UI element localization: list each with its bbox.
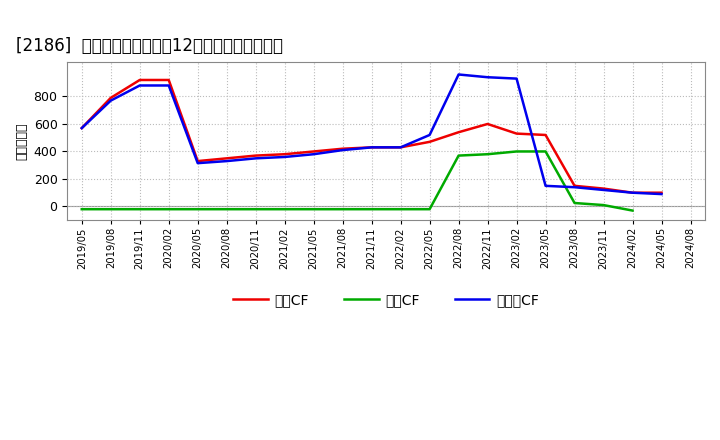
フリーCF bbox=[599, 187, 608, 193]
投資CF bbox=[454, 153, 463, 158]
フリーCF bbox=[135, 83, 144, 88]
Line: 投資CF: 投資CF bbox=[82, 151, 633, 211]
フリーCF bbox=[194, 161, 202, 166]
Y-axis label: （百万円）: （百万円） bbox=[15, 122, 28, 160]
営業CF bbox=[396, 145, 405, 150]
営業CF bbox=[426, 139, 434, 144]
投資CF bbox=[164, 206, 173, 212]
Legend: 営業CF, 投資CF, フリーCF: 営業CF, 投資CF, フリーCF bbox=[228, 287, 545, 312]
営業CF bbox=[599, 186, 608, 191]
営業CF bbox=[107, 95, 115, 100]
フリーCF bbox=[657, 191, 666, 197]
投資CF bbox=[194, 206, 202, 212]
投資CF bbox=[570, 200, 579, 205]
投資CF bbox=[338, 206, 347, 212]
フリーCF bbox=[338, 147, 347, 153]
フリーCF bbox=[483, 75, 492, 80]
投資CF bbox=[629, 208, 637, 213]
フリーCF bbox=[396, 145, 405, 150]
フリーCF bbox=[280, 154, 289, 160]
Text: [2186]  キャッシュフローの12か月移動合計の推移: [2186] キャッシュフローの12か月移動合計の推移 bbox=[17, 37, 283, 55]
フリーCF bbox=[107, 98, 115, 103]
フリーCF bbox=[541, 183, 550, 188]
投資CF bbox=[251, 206, 260, 212]
投資CF bbox=[107, 206, 115, 212]
投資CF bbox=[396, 206, 405, 212]
営業CF bbox=[657, 190, 666, 195]
フリーCF bbox=[512, 76, 521, 81]
営業CF bbox=[135, 77, 144, 83]
投資CF bbox=[310, 206, 318, 212]
投資CF bbox=[280, 206, 289, 212]
営業CF bbox=[78, 125, 86, 131]
営業CF bbox=[629, 190, 637, 195]
投資CF bbox=[512, 149, 521, 154]
営業CF bbox=[222, 156, 231, 161]
営業CF bbox=[280, 151, 289, 157]
営業CF bbox=[251, 153, 260, 158]
営業CF bbox=[310, 149, 318, 154]
投資CF bbox=[367, 206, 376, 212]
投資CF bbox=[541, 149, 550, 154]
投資CF bbox=[222, 206, 231, 212]
Line: 営業CF: 営業CF bbox=[82, 80, 662, 193]
フリーCF bbox=[454, 72, 463, 77]
投資CF bbox=[599, 202, 608, 208]
フリーCF bbox=[310, 151, 318, 157]
営業CF bbox=[164, 77, 173, 83]
フリーCF bbox=[629, 190, 637, 195]
フリーCF bbox=[570, 184, 579, 190]
投資CF bbox=[483, 151, 492, 157]
営業CF bbox=[454, 130, 463, 135]
Line: フリーCF: フリーCF bbox=[82, 74, 662, 194]
営業CF bbox=[541, 132, 550, 138]
フリーCF bbox=[222, 158, 231, 164]
営業CF bbox=[483, 121, 492, 127]
フリーCF bbox=[78, 125, 86, 131]
投資CF bbox=[426, 206, 434, 212]
フリーCF bbox=[251, 156, 260, 161]
営業CF bbox=[194, 158, 202, 164]
営業CF bbox=[512, 131, 521, 136]
フリーCF bbox=[164, 83, 173, 88]
投資CF bbox=[78, 206, 86, 212]
営業CF bbox=[367, 145, 376, 150]
営業CF bbox=[570, 183, 579, 188]
投資CF bbox=[135, 206, 144, 212]
営業CF bbox=[338, 146, 347, 151]
フリーCF bbox=[426, 132, 434, 138]
フリーCF bbox=[367, 145, 376, 150]
